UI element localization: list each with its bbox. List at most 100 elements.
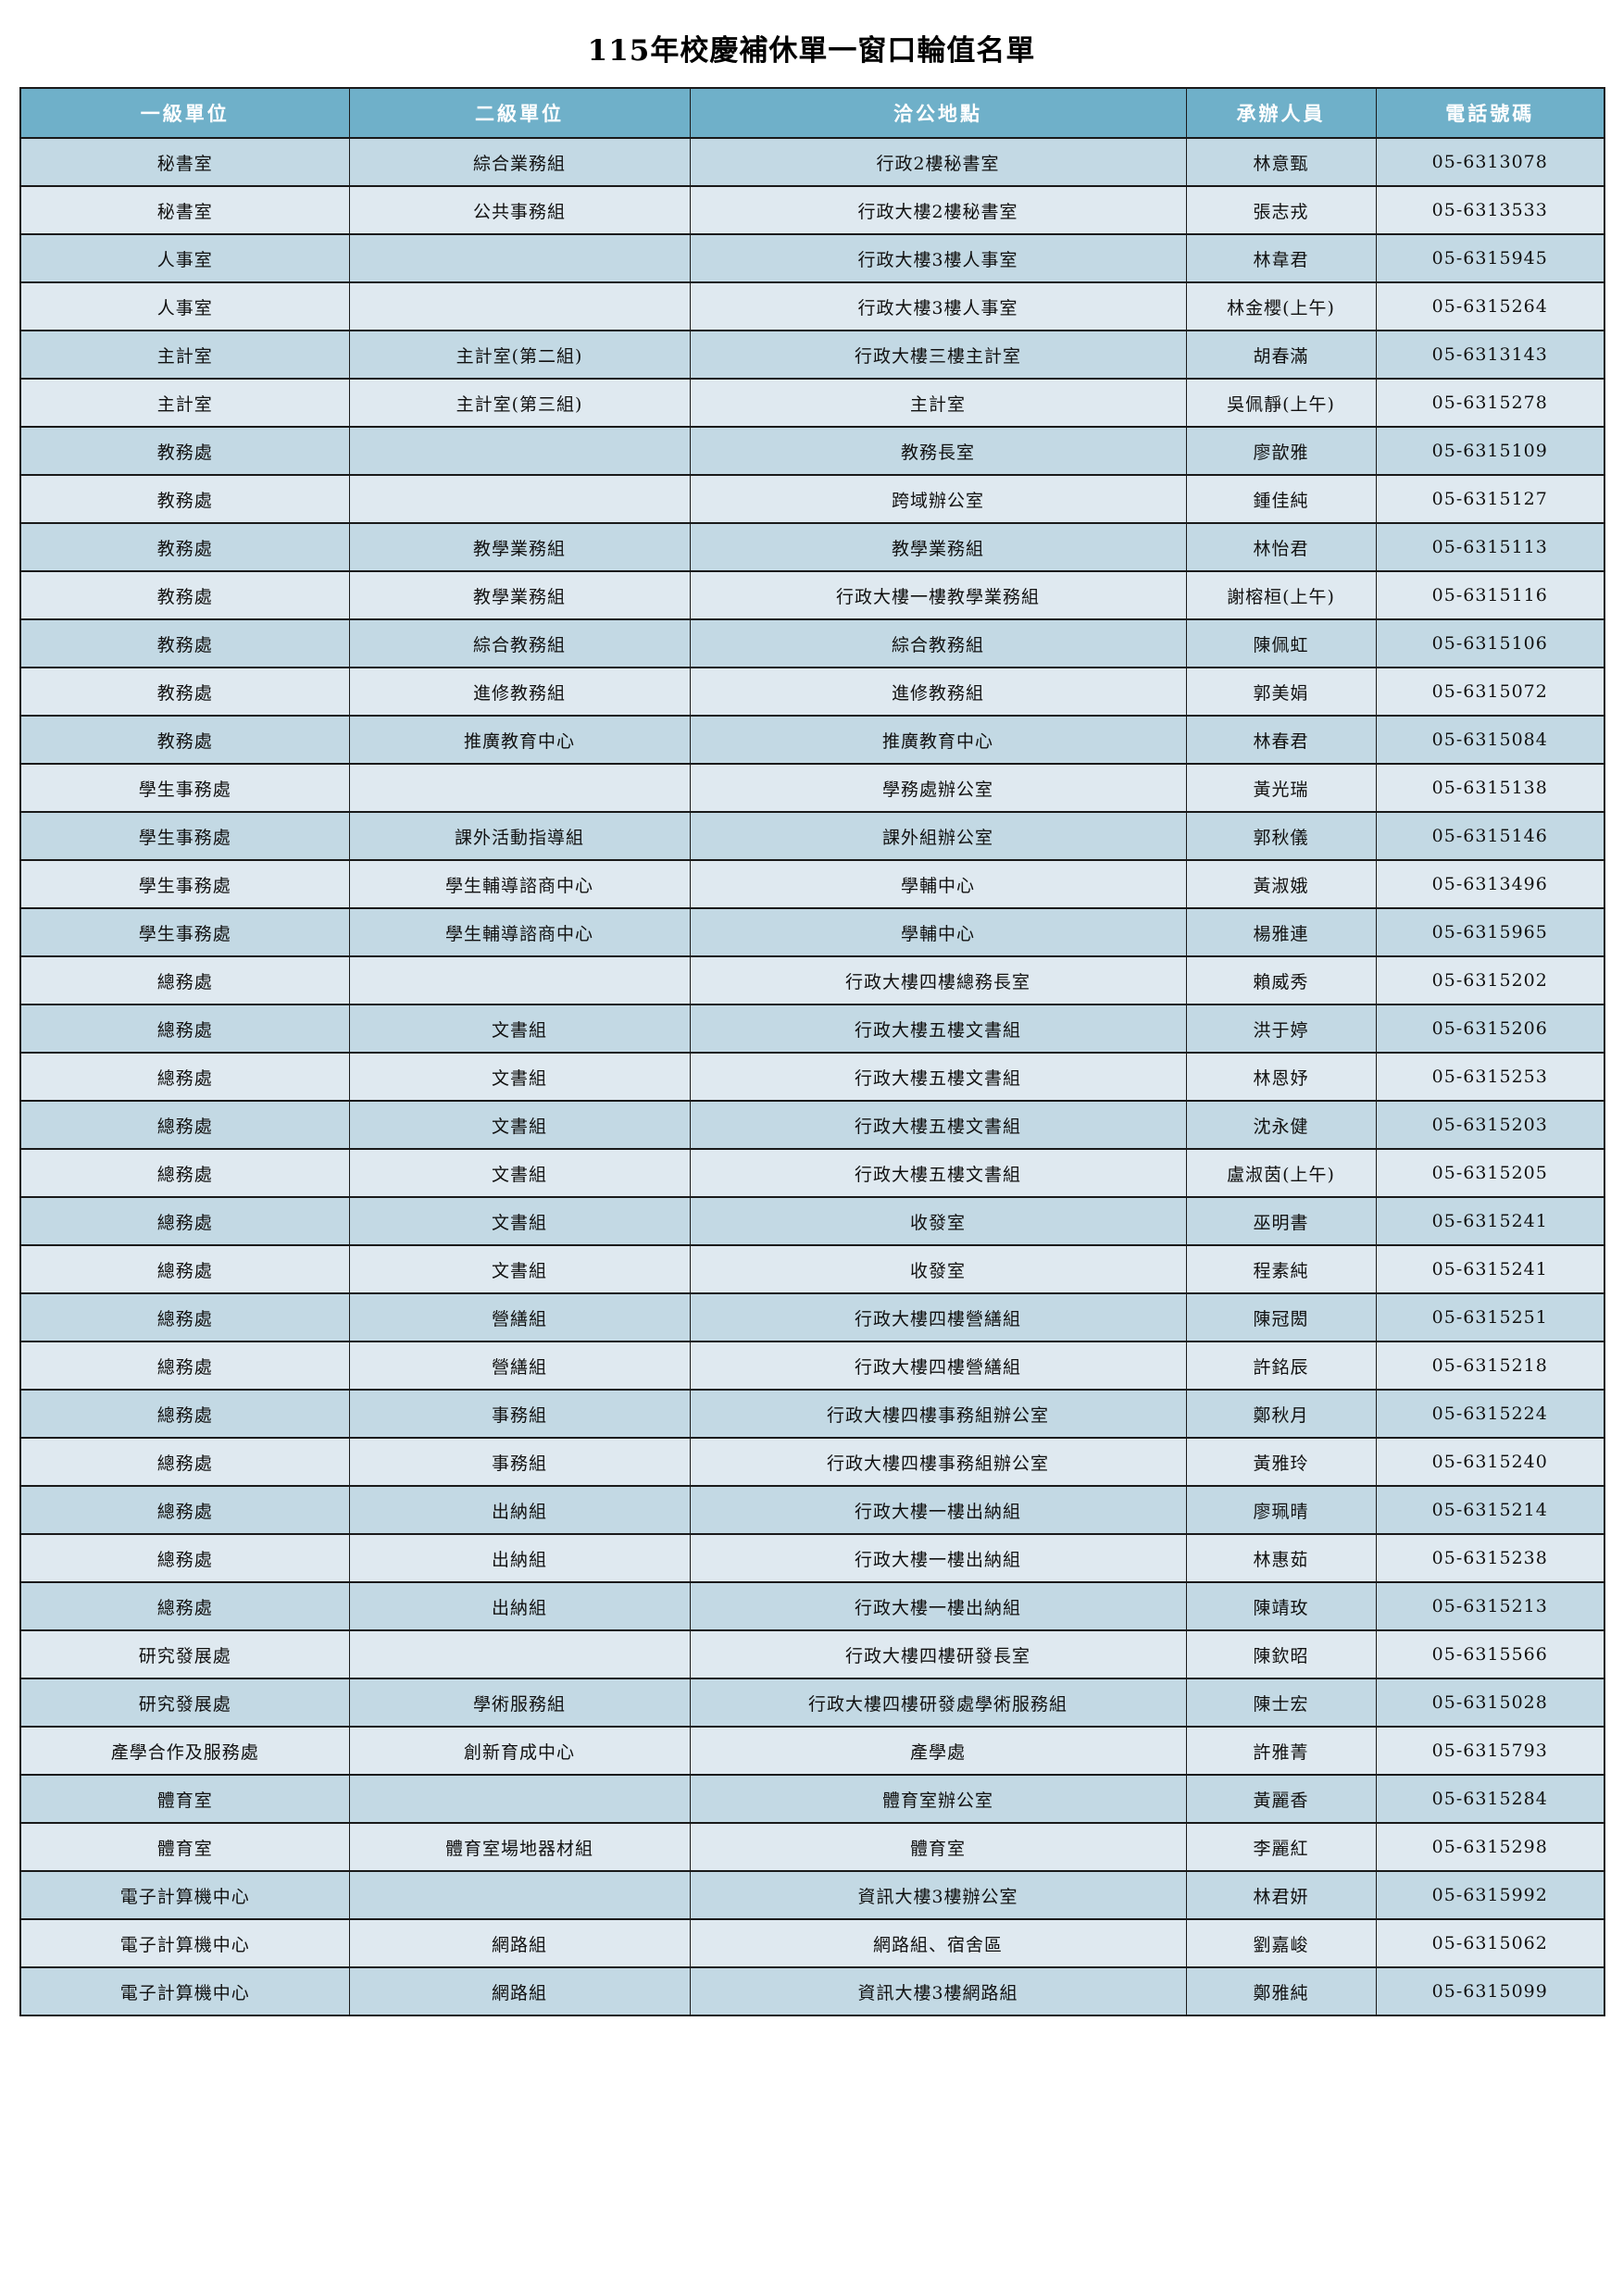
cell-primary-unit: 教務處 <box>19 618 350 669</box>
cell-location: 行政大樓四樓總務長室 <box>689 955 1187 1006</box>
cell-staff: 陳欽昭 <box>1185 1629 1377 1680</box>
cell-staff: 楊雅連 <box>1185 907 1377 958</box>
table-row: 總務處 事務組 行政大樓四樓事務組辦公室 黃雅玲 05-6315240 <box>19 1437 1605 1488</box>
cell-phone: 05-6315965 <box>1375 907 1605 958</box>
cell-secondary-unit: 事務組 <box>348 1389 691 1440</box>
cell-phone: 05-6315218 <box>1375 1341 1605 1391</box>
cell-location: 綜合教務組 <box>689 618 1187 669</box>
cell-staff: 陳靖玫 <box>1185 1581 1377 1632</box>
cell-primary-unit: 研究發展處 <box>19 1678 350 1728</box>
cell-secondary-unit: 文書組 <box>348 1196 691 1247</box>
page-title: 115年校慶補休單一窗口輪值名單 <box>587 34 1036 68</box>
table-row: 教務處 教務長室 廖歆雅 05-6315109 <box>19 426 1605 477</box>
cell-phone: 05-6315264 <box>1375 281 1605 332</box>
cell-secondary-unit <box>348 1870 691 1921</box>
table-row: 總務處 出納組 行政大樓一樓出納組 林惠茹 05-6315238 <box>19 1533 1605 1584</box>
cell-phone: 05-6313078 <box>1375 137 1605 188</box>
cell-staff: 郭秋儀 <box>1185 811 1377 862</box>
cell-location: 體育室辦公室 <box>689 1774 1187 1825</box>
cell-staff: 吳佩靜(上午) <box>1185 378 1377 429</box>
cell-location: 資訊大樓3樓辦公室 <box>689 1870 1187 1921</box>
cell-phone: 05-6315062 <box>1375 1918 1605 1969</box>
cell-primary-unit: 總務處 <box>19 1292 350 1343</box>
table-row: 教務處 綜合教務組 綜合教務組 陳佩虹 05-6315106 <box>19 618 1605 669</box>
cell-secondary-unit: 教學業務組 <box>348 570 691 621</box>
cell-location: 行政大樓五樓文書組 <box>689 1148 1187 1199</box>
table-row: 秘書室 綜合業務組 行政2樓秘書室 林意甄 05-6313078 <box>19 137 1605 188</box>
cell-secondary-unit <box>348 233 691 284</box>
table-row: 總務處 文書組 收發室 巫明書 05-6315241 <box>19 1196 1605 1247</box>
cell-location: 收發室 <box>689 1196 1187 1247</box>
cell-staff: 鍾佳純 <box>1185 474 1377 525</box>
cell-location: 行政大樓五樓文書組 <box>689 1004 1187 1054</box>
table-header-row: 一級單位 二級單位 洽公地點 承辦人員 電話號碼 <box>19 87 1605 140</box>
cell-secondary-unit: 文書組 <box>348 1100 691 1151</box>
cell-primary-unit: 體育室 <box>19 1822 350 1873</box>
cell-phone: 05-6313143 <box>1375 330 1605 381</box>
cell-location: 體育室 <box>689 1822 1187 1873</box>
table-row: 總務處 出納組 行政大樓一樓出納組 陳靖玫 05-6315213 <box>19 1581 1605 1632</box>
cell-staff: 林君妍 <box>1185 1870 1377 1921</box>
cell-secondary-unit: 主計室(第二組) <box>348 330 691 381</box>
cell-primary-unit: 人事室 <box>19 233 350 284</box>
cell-location: 行政大樓四樓事務組辦公室 <box>689 1437 1187 1488</box>
cell-secondary-unit: 出納組 <box>348 1581 691 1632</box>
cell-primary-unit: 主計室 <box>19 330 350 381</box>
table-row: 總務處 行政大樓四樓總務長室 賴威秀 05-6315202 <box>19 955 1605 1006</box>
cell-primary-unit: 電子計算機中心 <box>19 1918 350 1969</box>
table-header: 一級單位 二級單位 洽公地點 承辦人員 電話號碼 <box>19 87 1605 140</box>
table-row: 總務處 出納組 行政大樓一樓出納組 廖珮晴 05-6315214 <box>19 1485 1605 1536</box>
cell-primary-unit: 研究發展處 <box>19 1629 350 1680</box>
cell-phone: 05-6315241 <box>1375 1196 1605 1247</box>
cell-staff: 劉嘉峻 <box>1185 1918 1377 1969</box>
cell-staff: 盧淑茵(上午) <box>1185 1148 1377 1199</box>
column-header-secondary-unit: 二級單位 <box>348 87 691 140</box>
cell-phone: 05-6315099 <box>1375 1966 1605 2017</box>
cell-staff: 黃淑娥 <box>1185 859 1377 910</box>
cell-phone: 05-6315240 <box>1375 1437 1605 1488</box>
cell-primary-unit: 教務處 <box>19 570 350 621</box>
cell-secondary-unit: 文書組 <box>348 1148 691 1199</box>
cell-primary-unit: 教務處 <box>19 474 350 525</box>
cell-secondary-unit: 出納組 <box>348 1485 691 1536</box>
cell-staff: 洪于婷 <box>1185 1004 1377 1054</box>
cell-location: 行政大樓四樓營繕組 <box>689 1341 1187 1391</box>
cell-staff: 林意甄 <box>1185 137 1377 188</box>
cell-secondary-unit: 課外活動指導組 <box>348 811 691 862</box>
cell-staff: 沈永健 <box>1185 1100 1377 1151</box>
cell-primary-unit: 學生事務處 <box>19 907 350 958</box>
cell-phone: 05-6313496 <box>1375 859 1605 910</box>
cell-staff: 程素純 <box>1185 1244 1377 1295</box>
table-row: 總務處 文書組 行政大樓五樓文書組 沈永健 05-6315203 <box>19 1100 1605 1151</box>
table-row: 教務處 推廣教育中心 推廣教育中心 林春君 05-6315084 <box>19 715 1605 766</box>
cell-location: 行政大樓3樓人事室 <box>689 233 1187 284</box>
cell-primary-unit: 學生事務處 <box>19 859 350 910</box>
cell-secondary-unit: 公共事務組 <box>348 185 691 236</box>
cell-secondary-unit: 學術服務組 <box>348 1678 691 1728</box>
cell-location: 行政大樓四樓營繕組 <box>689 1292 1187 1343</box>
cell-phone: 05-6315213 <box>1375 1581 1605 1632</box>
table-row: 研究發展處 學術服務組 行政大樓四樓研發處學術服務組 陳士宏 05-6315028 <box>19 1678 1605 1728</box>
cell-secondary-unit: 事務組 <box>348 1437 691 1488</box>
cell-staff: 黃麗香 <box>1185 1774 1377 1825</box>
cell-primary-unit: 秘書室 <box>19 137 350 188</box>
table-row: 學生事務處 學生輔導諮商中心 學輔中心 黃淑娥 05-6313496 <box>19 859 1605 910</box>
table-row: 電子計算機中心 資訊大樓3樓辦公室 林君妍 05-6315992 <box>19 1870 1605 1921</box>
cell-location: 跨域辦公室 <box>689 474 1187 525</box>
table-row: 主計室 主計室(第三組) 主計室 吳佩靜(上午) 05-6315278 <box>19 378 1605 429</box>
cell-phone: 05-6315238 <box>1375 1533 1605 1584</box>
cell-phone: 05-6315253 <box>1375 1052 1605 1103</box>
cell-phone: 05-6315793 <box>1375 1726 1605 1777</box>
table-row: 總務處 文書組 行政大樓五樓文書組 盧淑茵(上午) 05-6315205 <box>19 1148 1605 1199</box>
cell-staff: 林韋君 <box>1185 233 1377 284</box>
cell-primary-unit: 產學合作及服務處 <box>19 1726 350 1777</box>
cell-phone: 05-6315116 <box>1375 570 1605 621</box>
cell-primary-unit: 總務處 <box>19 1244 350 1295</box>
cell-phone: 05-6315106 <box>1375 618 1605 669</box>
cell-primary-unit: 總務處 <box>19 1389 350 1440</box>
table-row: 學生事務處 課外活動指導組 課外組辦公室 郭秋儀 05-6315146 <box>19 811 1605 862</box>
cell-staff: 陳士宏 <box>1185 1678 1377 1728</box>
table-row: 學生事務處 學務處辦公室 黃光瑞 05-6315138 <box>19 763 1605 814</box>
cell-staff: 黃雅玲 <box>1185 1437 1377 1488</box>
